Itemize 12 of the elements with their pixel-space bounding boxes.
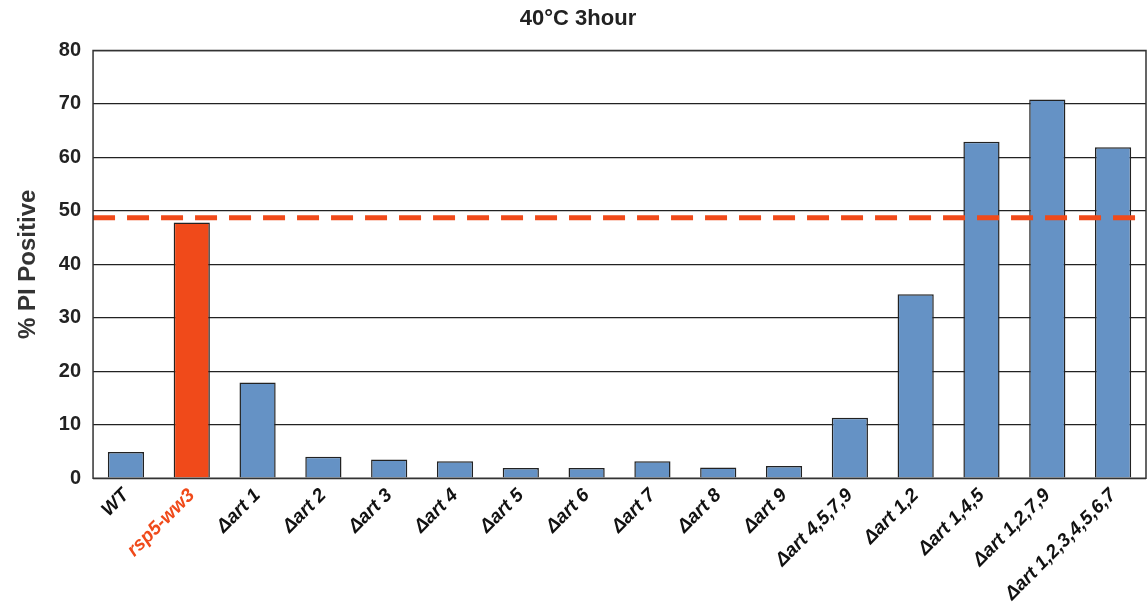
y-tick-label: 10 (58, 412, 82, 435)
y-tick-label: 50 (58, 198, 82, 221)
y-tick-label: 70 (58, 91, 82, 114)
y-tick-label: 60 (58, 144, 82, 167)
x-tick-label: WT (96, 483, 134, 520)
y-tick-label: 0 (69, 465, 82, 488)
y-tick-label: 80 (58, 37, 82, 60)
y-axis-title: % PI Positive (13, 189, 41, 340)
y-tick-label: 20 (58, 358, 82, 381)
chart-title: 40°C 3hour (519, 5, 637, 31)
y-tick-label: 40 (58, 251, 82, 274)
y-tick-label: 30 (58, 305, 82, 328)
